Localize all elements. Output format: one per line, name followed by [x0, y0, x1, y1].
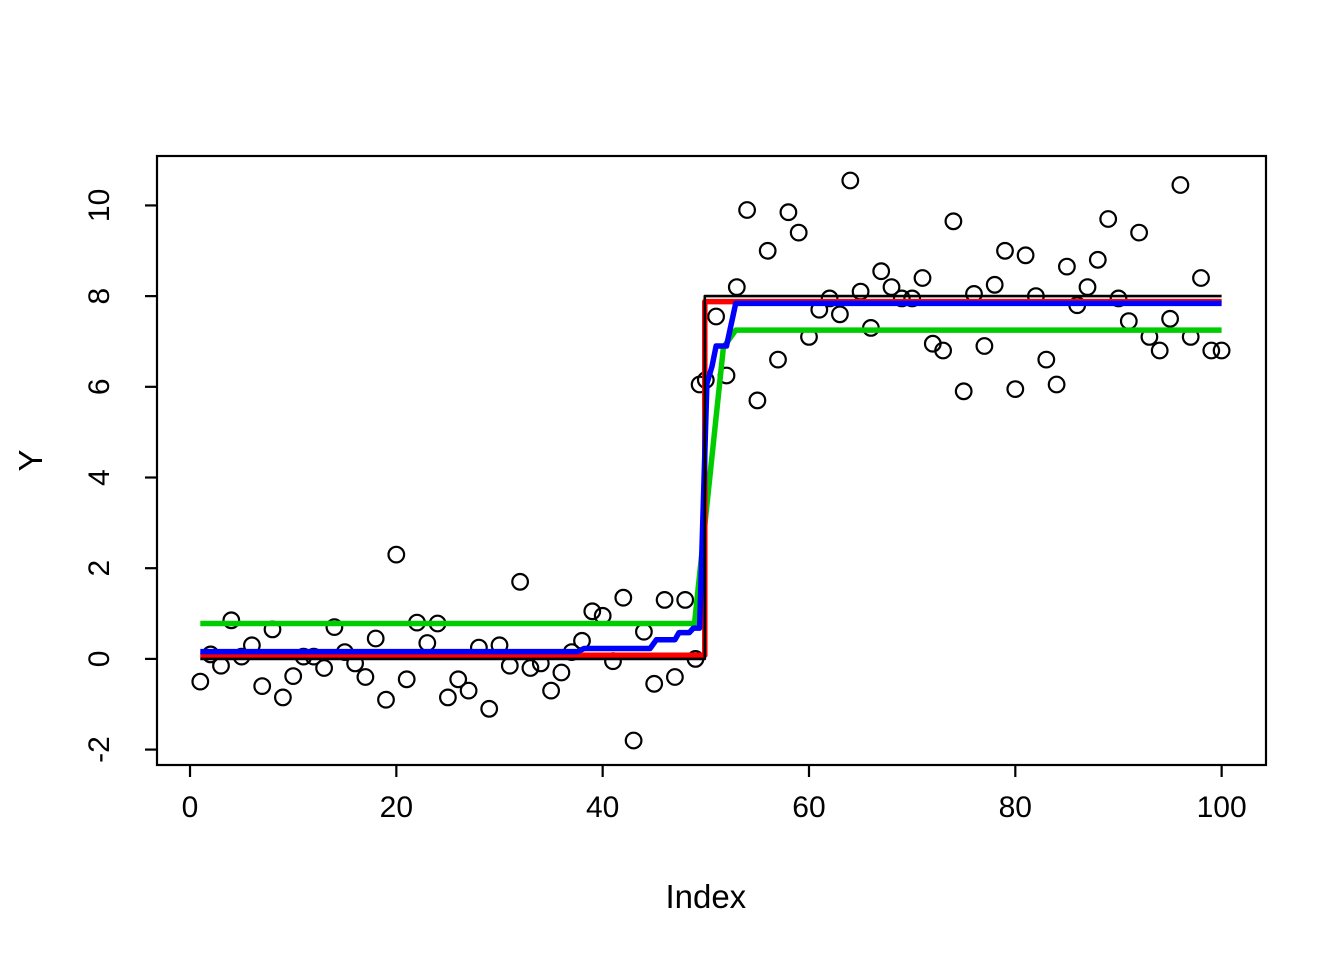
scatter-point: [1078, 278, 1097, 297]
y-tick-label: 10: [83, 189, 116, 222]
scatter-point: [1109, 289, 1128, 308]
scatter-point: [748, 391, 767, 410]
x-tick-label: 60: [792, 791, 825, 824]
scatter-point: [1119, 312, 1138, 331]
y-tick-label: 4: [83, 469, 116, 486]
scatter-point: [284, 667, 303, 685]
x-tick-label: 40: [586, 791, 619, 824]
scatter-point: [769, 350, 787, 369]
y-tick-label: -2: [83, 736, 116, 763]
scatter-point: [377, 690, 395, 709]
scatter-point: [789, 223, 808, 242]
scatter-point: [1088, 250, 1107, 269]
scatter-point: [985, 275, 1004, 294]
x-axis-title: Index: [665, 878, 746, 915]
scatter-point: [1099, 210, 1118, 228]
scatter-point: [356, 668, 375, 686]
scatter-point: [831, 305, 849, 324]
scatter-point: [1202, 341, 1221, 360]
scatter-point: [1047, 375, 1066, 394]
scatter-point: [727, 278, 746, 297]
scatter-point: [1057, 257, 1076, 276]
scatter-point: [397, 670, 416, 689]
scatter-point: [315, 659, 334, 677]
plot-border: [155, 154, 1268, 767]
x-tick-label: 20: [380, 791, 413, 824]
y-tick-label: 8: [83, 288, 116, 305]
scatter-point: [954, 382, 973, 401]
scatter-point: [480, 699, 499, 718]
scatter-point: [624, 731, 643, 750]
scatter-point: [666, 668, 684, 686]
scatter-point: [892, 289, 911, 308]
scatter-point: [779, 203, 798, 222]
scatter-point: [738, 201, 756, 219]
scatter-point: [191, 672, 210, 691]
scatter-point: [676, 591, 695, 609]
scatter-point: [872, 262, 891, 281]
scatter-point: [1161, 309, 1179, 328]
x-tick-label: 100: [1197, 791, 1247, 824]
scatter-point: [975, 337, 994, 355]
scatter-point: [707, 307, 725, 326]
scatter-point: [583, 602, 602, 621]
scatter-point: [500, 656, 519, 675]
scatter-point: [325, 618, 344, 636]
x-tick-label: 80: [999, 791, 1032, 824]
scatter-point: [645, 674, 664, 693]
scatter-point: [944, 212, 963, 231]
scatter-point: [934, 341, 952, 360]
scatter-point: [758, 241, 777, 260]
scatter-point: [387, 545, 406, 564]
scatter-point: [614, 588, 633, 607]
scatter-point: [841, 171, 860, 190]
scatter-point: [439, 688, 457, 707]
scatter-point: [1130, 223, 1148, 242]
scatter-point: [1212, 341, 1231, 360]
scatter-point: [418, 634, 437, 652]
scatter-point: [913, 269, 932, 287]
scatter-point: [903, 289, 922, 308]
scatter-point: [212, 656, 230, 675]
scatter-point: [366, 629, 385, 648]
scatter-point: [274, 688, 292, 707]
series-black-true-mean-step: [200, 294, 1222, 661]
scatter-point: [820, 289, 839, 308]
y-tick-label: 0: [83, 651, 116, 668]
scatter-point: [655, 591, 674, 609]
scatter-point: [449, 670, 468, 689]
scatter-point: [1192, 269, 1210, 287]
scatter-point: [542, 681, 560, 700]
scatter-point: [253, 677, 272, 695]
series-blue-online-fit: [200, 300, 1222, 655]
y-tick-label: 2: [83, 560, 116, 577]
scatter-point: [1171, 176, 1190, 194]
scatter-point: [1016, 246, 1035, 265]
y-tick-label: 6: [83, 378, 116, 395]
scatter-point: [459, 681, 478, 700]
x-tick-label: 0: [182, 791, 199, 824]
y-axis-title: Y: [12, 449, 49, 471]
scatter-point: [1150, 341, 1169, 360]
scatter-point: [1037, 350, 1056, 369]
scatter-point: [1006, 380, 1025, 399]
scatter-point: [996, 241, 1014, 260]
scatter-point: [511, 572, 529, 591]
scatter-point: [552, 663, 571, 682]
scatter-point: [222, 611, 241, 630]
